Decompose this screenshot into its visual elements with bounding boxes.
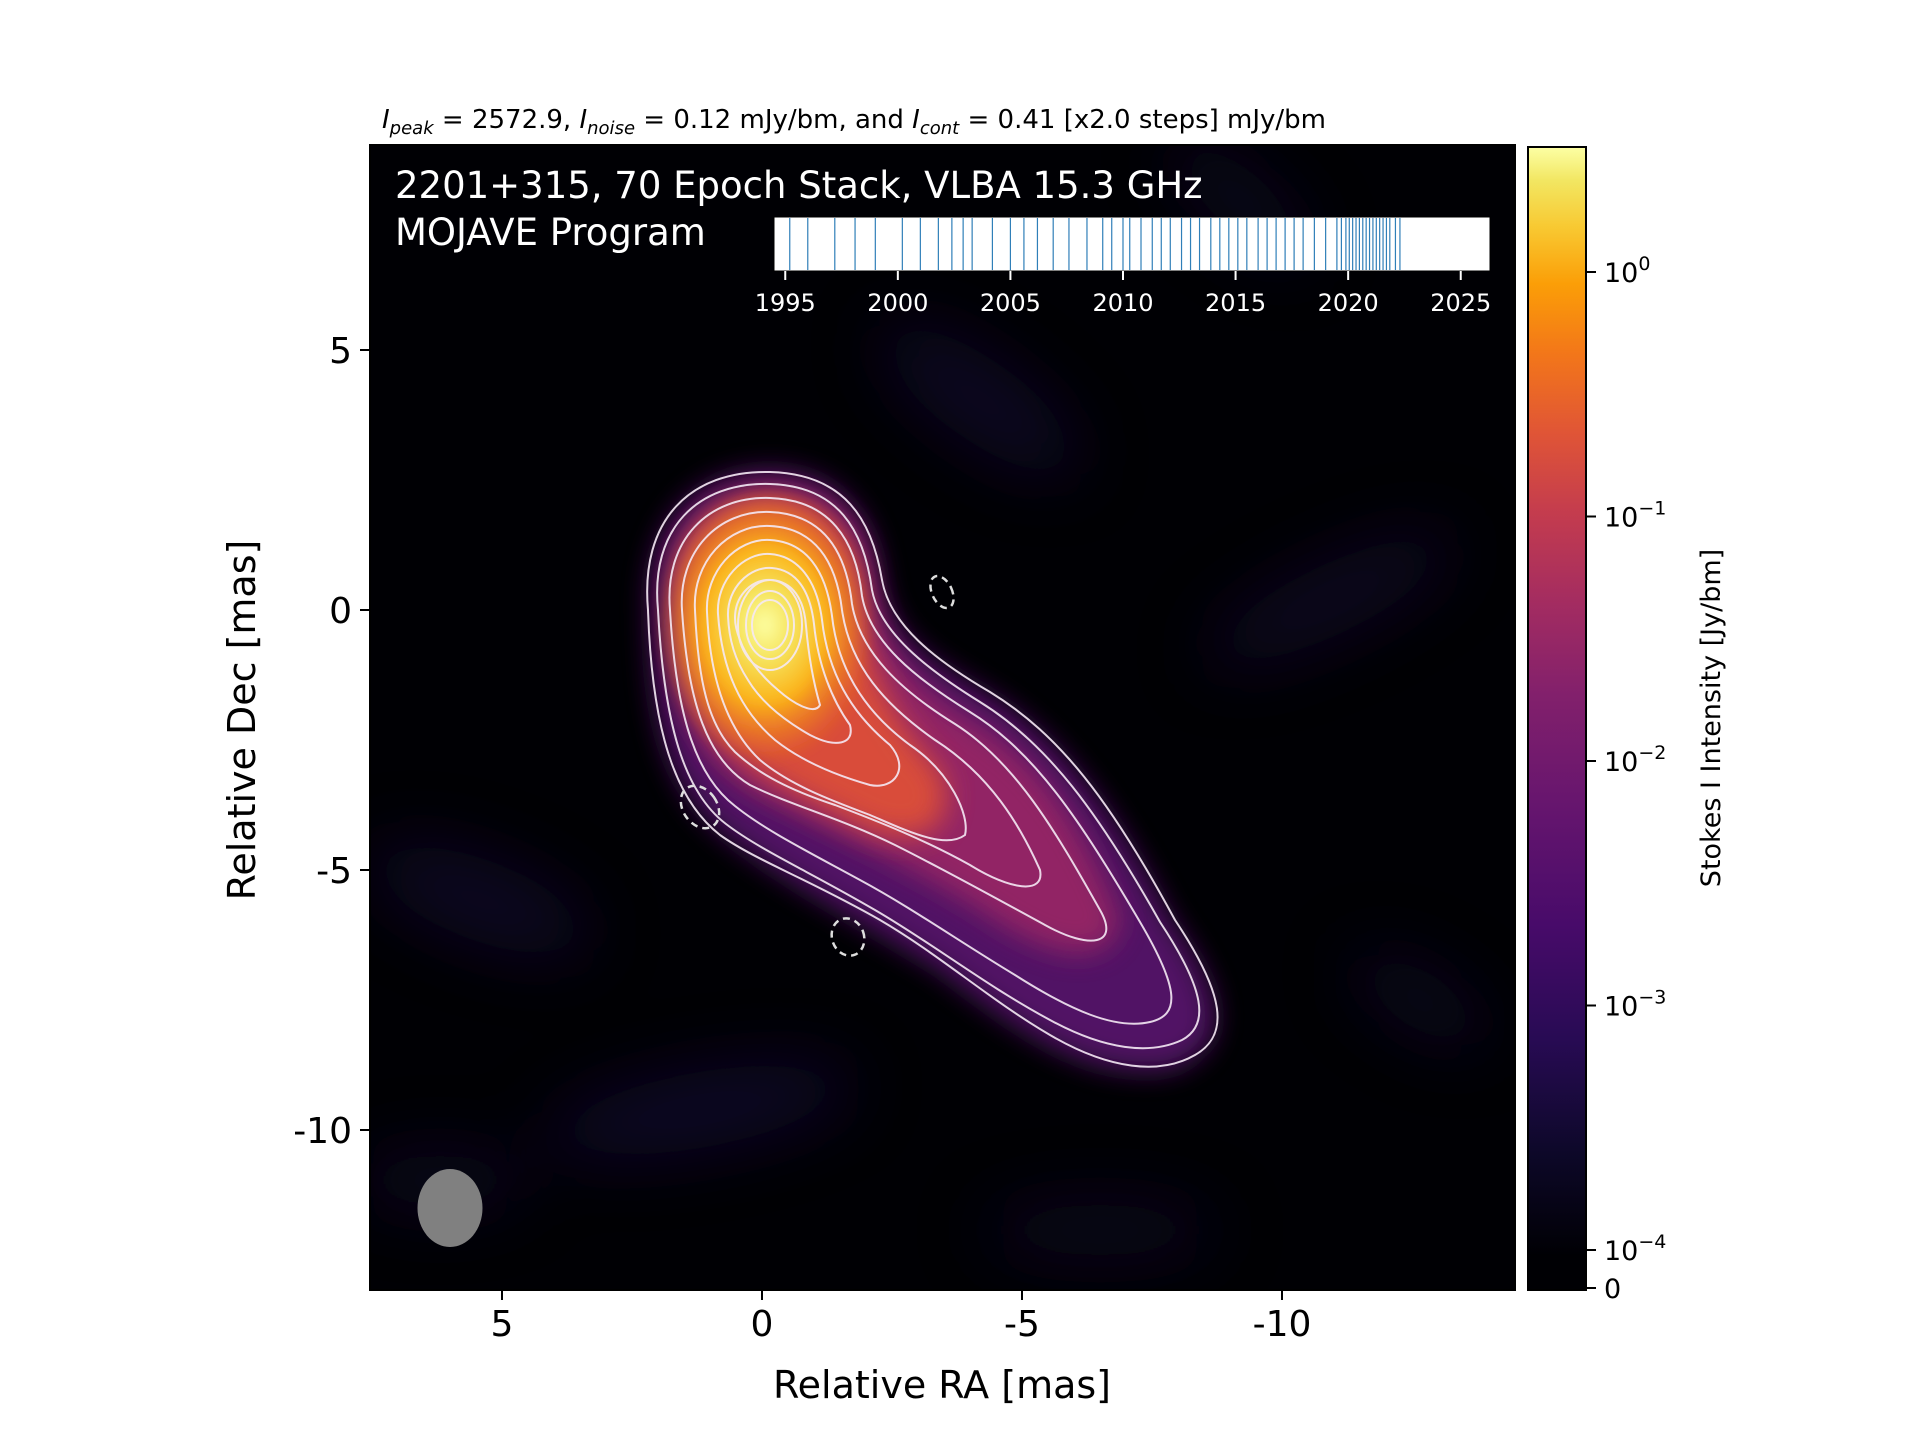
map-subtitle: Ipeak = 2572.9, Inoise = 0.12 mJy/bm, an… xyxy=(382,105,1326,139)
colorbar-tick-label-0: 100 xyxy=(1604,253,1650,289)
epoch-tick-label-0: 1995 xyxy=(755,289,816,317)
x-tick-label-3: -10 xyxy=(1253,1304,1312,1345)
x-tick-label-1: 0 xyxy=(751,1304,774,1345)
epoch-timeline-box xyxy=(773,216,1491,272)
epoch-tick-label-2: 2005 xyxy=(980,289,1041,317)
y-tick-label-3: -10 xyxy=(293,1111,352,1152)
plot-frame xyxy=(369,144,1516,1291)
restoring-beam xyxy=(417,1169,483,1247)
colorbar-tick-label-4: 10−4 xyxy=(1604,1231,1666,1267)
map-title-line-1: 2201+315, 70 Epoch Stack, VLBA 15.3 GHz xyxy=(395,164,1203,207)
colorbar-tick-label-3: 10−3 xyxy=(1604,987,1666,1023)
colorbar-tick-label-1: 10−1 xyxy=(1604,498,1666,534)
y-tick-label-1: 0 xyxy=(329,591,352,632)
x-tick-label-2: -5 xyxy=(1004,1304,1040,1345)
epoch-timeline: 1995 2000 2005 2010 2015 2020 2025 xyxy=(755,216,1491,317)
x-axis-label: Relative RA [mas] xyxy=(773,1363,1111,1407)
colorbar-tick-label-2: 10−2 xyxy=(1604,742,1666,778)
y-tick-label-2: -5 xyxy=(316,851,352,892)
colorbar-tick-label-5: 0 xyxy=(1604,1274,1621,1305)
colorbar-gradient xyxy=(1527,146,1587,1291)
epoch-tick-label-6: 2025 xyxy=(1430,289,1491,317)
negative-contours xyxy=(679,574,955,957)
x-tick-label-0: 5 xyxy=(491,1304,514,1345)
y-axis-label: Relative Dec [mas] xyxy=(220,540,264,901)
y-tick-label-0: 5 xyxy=(329,331,352,372)
epoch-tick-label-4: 2015 xyxy=(1205,289,1266,317)
colorbar: 100 10−1 10−2 10−3 10−4 0 Stokes I Intensity … xyxy=(1527,146,1727,1305)
background-noise xyxy=(370,145,1491,1260)
epoch-tick-label-3: 2010 xyxy=(1092,289,1153,317)
intensity-contours xyxy=(646,470,1219,1068)
epoch-tick-label-1: 2000 xyxy=(867,289,928,317)
epoch-tick-label-5: 2020 xyxy=(1318,289,1379,317)
map-title-line-2: MOJAVE Program xyxy=(395,211,706,254)
colorbar-label: Stokes I Intensity [Jy/bm] xyxy=(1696,549,1727,887)
